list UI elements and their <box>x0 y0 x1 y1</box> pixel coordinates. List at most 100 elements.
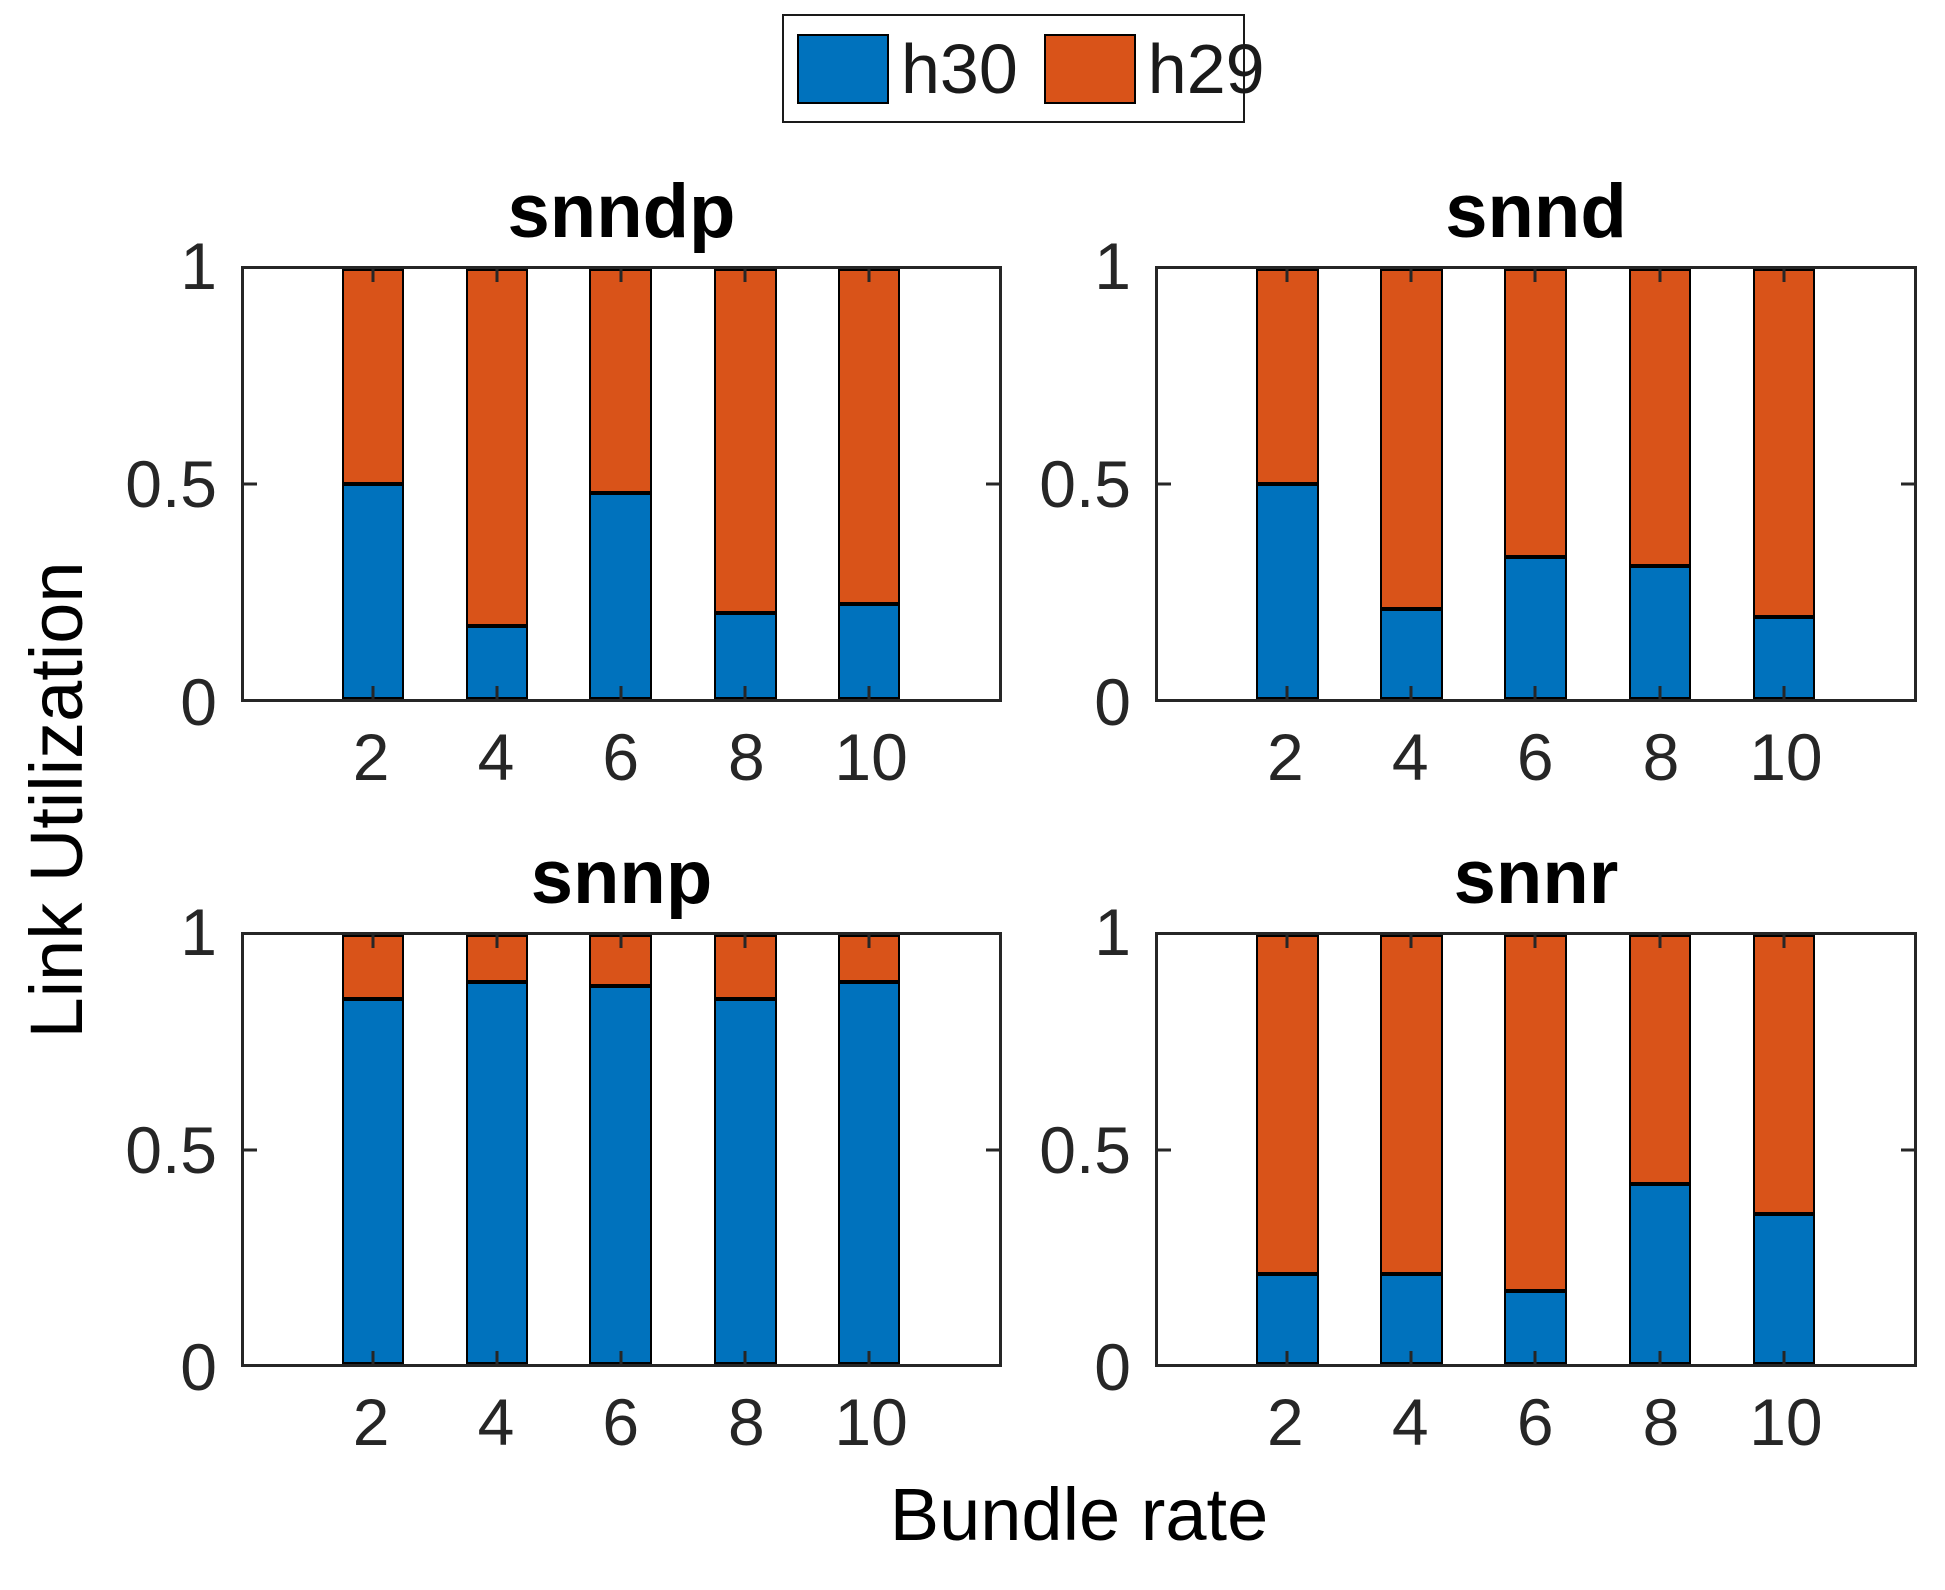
bar-segment-h30 <box>1752 617 1816 699</box>
y-tick-label: 1 <box>1094 229 1131 303</box>
bar-segment-h29 <box>589 269 653 493</box>
bar-segment-h29 <box>1255 935 1319 1274</box>
bar-segment-h29 <box>1628 935 1692 1184</box>
x-tick-mark <box>495 935 499 948</box>
x-tick-mark <box>495 686 499 699</box>
x-tick-label: 10 <box>834 720 908 794</box>
stacked-bar-x10 <box>1752 935 1816 1364</box>
y-axis-label: Link Utilization <box>15 561 98 1039</box>
stacked-bar-x10 <box>837 935 901 1364</box>
bar-segment-h29 <box>1379 935 1443 1274</box>
x-tick-label: 2 <box>352 1385 390 1459</box>
y-tick-mark <box>1158 482 1171 486</box>
bar-segment-h29 <box>1503 935 1567 1292</box>
subplot-snndp: snndp 1 0.5 0 2 4 6 8 10 <box>125 174 1002 790</box>
bar-segment-h29 <box>341 935 405 1000</box>
bar-segment-h30 <box>1628 1183 1692 1364</box>
plot-area-snnr <box>1155 932 1917 1367</box>
stacked-bar-x8 <box>713 269 777 699</box>
x-tick-mark <box>1782 1351 1786 1364</box>
bar-segment-h30 <box>341 484 405 699</box>
x-tick-mark <box>867 269 871 282</box>
subplot-snnr: snnr 1 0.5 0 2 4 6 8 10 <box>1039 840 1917 1455</box>
y-tick-mark <box>244 482 257 486</box>
bar-segment-h29 <box>837 269 901 605</box>
stacked-bar-x2 <box>341 935 405 1364</box>
x-tick-mark <box>1658 1351 1662 1364</box>
stacked-bar-x2 <box>1255 269 1319 699</box>
x-tick-mark <box>743 269 747 282</box>
x-tick-label: 6 <box>1516 720 1554 794</box>
x-tick-mark <box>1285 935 1289 948</box>
bar-segment-h30 <box>1255 1273 1319 1364</box>
x-tick-label: 2 <box>1266 720 1304 794</box>
subplot-title-snndp: snndp <box>507 169 736 254</box>
x-tick-mark <box>743 935 747 948</box>
x-tick-label: 8 <box>727 1385 765 1459</box>
x-tick-label: 4 <box>1391 1385 1429 1459</box>
stacked-bar-x4 <box>465 269 529 699</box>
x-tick-mark <box>1409 1351 1413 1364</box>
x-tick-mark <box>743 686 747 699</box>
stacked-bar-x2 <box>341 269 405 699</box>
x-tick-mark <box>1658 686 1662 699</box>
x-tick-mark <box>371 686 375 699</box>
x-tick-mark <box>1782 935 1786 948</box>
subplot-title-snnd: snnd <box>1445 169 1627 254</box>
y-tick-label: 0 <box>1094 1330 1131 1404</box>
y-tick-label: 0.5 <box>125 447 217 521</box>
stacked-bar-x4 <box>465 935 529 1364</box>
x-tick-label: 10 <box>1749 1385 1823 1459</box>
y-tick-label: 0 <box>180 665 217 739</box>
x-tick-label: 2 <box>352 720 390 794</box>
y-tick-mark <box>1901 482 1914 486</box>
x-tick-label: 8 <box>1642 720 1680 794</box>
x-tick-mark <box>867 1351 871 1364</box>
stacked-bar-x6 <box>1503 269 1567 699</box>
stacked-bar-x8 <box>1628 935 1692 1364</box>
subplot-title-snnr: snnr <box>1453 835 1619 920</box>
x-tick-mark <box>1782 269 1786 282</box>
x-tick-label: 8 <box>1642 1385 1680 1459</box>
y-tick-label: 0.5 <box>1039 1112 1131 1187</box>
bar-segment-h29 <box>1255 269 1319 484</box>
x-tick-mark <box>371 269 375 282</box>
x-tick-mark <box>1285 686 1289 699</box>
stacked-bar-x8 <box>713 935 777 1364</box>
stacked-bar-x2 <box>1255 935 1319 1364</box>
x-tick-label: 4 <box>477 1385 515 1459</box>
x-tick-mark <box>1409 686 1413 699</box>
x-tick-label: 2 <box>1266 1385 1304 1459</box>
subplot-snnp: snnp 1 0.5 0 2 4 6 8 10 <box>125 840 1002 1455</box>
legend-swatch-h29 <box>1043 33 1136 104</box>
x-tick-mark <box>1533 686 1537 699</box>
y-tick-label: 0.5 <box>125 1112 217 1187</box>
y-tick-label: 1 <box>1094 895 1131 969</box>
subplot-title-snnp: snnp <box>530 835 713 920</box>
bar-segment-h29 <box>1752 269 1816 618</box>
bar-segment-h30 <box>837 982 901 1364</box>
y-tick-mark <box>986 482 999 486</box>
stacked-bar-x8 <box>1628 269 1692 699</box>
bar-segment-h30 <box>1379 1273 1443 1364</box>
bar-segment-h29 <box>1503 269 1567 558</box>
stacked-bar-x4 <box>1379 935 1443 1364</box>
x-tick-label: 6 <box>602 720 640 794</box>
x-tick-label: 4 <box>1391 720 1429 794</box>
stacked-bar-x6 <box>1503 935 1567 1364</box>
y-tick-label: 1 <box>180 895 217 969</box>
y-tick-mark <box>1158 1148 1171 1151</box>
x-tick-mark <box>371 1351 375 1364</box>
bar-segment-h30 <box>465 982 529 1364</box>
bar-segment-h29 <box>1379 269 1443 609</box>
stacked-bar-x10 <box>1752 269 1816 699</box>
x-tick-label: 8 <box>727 720 765 794</box>
stacked-bar-x4 <box>1379 269 1443 699</box>
plot-area-snndp <box>241 266 1002 702</box>
y-tick-label: 0 <box>1094 665 1131 739</box>
x-tick-mark <box>619 935 623 948</box>
x-tick-label: 6 <box>602 1385 640 1459</box>
bar-segment-h30 <box>589 492 653 699</box>
x-tick-label: 10 <box>834 1385 908 1459</box>
